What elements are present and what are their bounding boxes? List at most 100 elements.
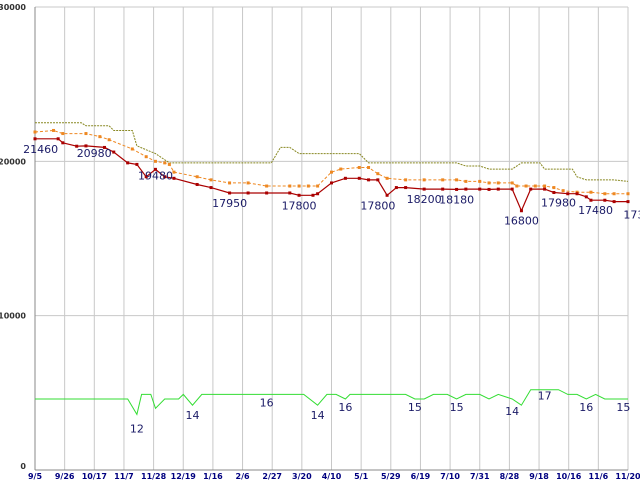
data-point-price [455,187,459,191]
x-tick-label: 2/6 [236,472,250,480]
data-label: 18200 [407,193,442,206]
y-tick-label: 20000 [0,157,26,166]
data-point-price [385,193,389,197]
data-point-avg [209,178,213,182]
data-point-price [422,187,426,191]
data-point-avg [288,184,292,188]
x-tick-label: 1/16 [203,472,223,480]
data-point-avg [172,170,176,174]
data-point-price [102,145,106,149]
x-tick-label: 6/19 [411,472,431,480]
data-point-price [56,137,60,141]
data-point-price [376,178,380,182]
data-point-avg [316,184,320,188]
data-label: 21460 [23,143,58,156]
data-label: 20980 [77,147,112,160]
data-point-avg [487,181,491,185]
x-tick-label: 9/26 [55,472,75,480]
data-point-price [404,186,408,190]
data-point-avg [153,159,157,163]
data-point-avg [167,162,171,166]
x-tick-label: 7/10 [440,472,460,480]
data-point-price [575,192,579,196]
data-point-price [33,137,37,141]
data-point-price [343,176,347,180]
data-point-avg [330,170,333,174]
data-point-price [135,162,139,166]
data-point-price [367,178,371,182]
data-point-avg [589,190,593,194]
data-point-price [464,187,468,191]
data-point-avg [61,132,65,136]
x-tick-label: 9/5 [28,472,42,480]
data-point-price [552,191,556,195]
x-tick-label: 5/29 [381,472,401,480]
x-axis-ticks: 9/5 9/26 10/17 11/7 11/28 12/19 1/16 2/6 2/27 3/2… [28,472,640,480]
x-tick-label: 10/16 [556,472,582,480]
data-point-price [566,192,570,196]
data-point-avg [376,172,380,176]
data-point-price [61,141,65,145]
data-point-price [246,191,250,195]
x-tick-label: 11/28 [141,472,167,480]
data-label-layer: 21460 20980 19480 17950 17800 17800 1820018180… [23,143,640,436]
x-tick-label: 11/6 [589,472,609,480]
data-point-price [487,187,491,191]
y-tick-label: 30000 [0,3,26,12]
data-point-price [172,176,176,180]
data-point-price [265,191,269,195]
y-tick-label: 0 [20,462,26,471]
data-label: 17800 [282,199,317,212]
data-point-price [357,176,361,180]
data-point-price [75,144,79,148]
x-tick-label: 12/19 [171,472,197,480]
data-point-price [297,193,301,197]
data-label: 17950 [212,197,247,210]
data-label: 16 [338,401,352,414]
data-point-avg [478,179,482,183]
data-point-avg [385,176,389,180]
data-point-avg [339,167,343,171]
data-point-price [496,187,500,191]
data-point-price [228,191,232,195]
series-line-high [35,122,629,182]
data-point-price [144,175,148,179]
data-point-price [603,198,607,202]
data-point-avg [84,132,88,136]
data-point-avg [107,138,111,142]
data-label: 12 [130,422,144,435]
data-point-price [543,187,547,191]
data-point-price [478,187,482,191]
data-point-price [394,186,398,190]
data-point-price [584,195,588,199]
data-point-avg [297,184,301,188]
data-label: 17 [538,390,552,403]
data-point-price [330,181,333,185]
x-tick-label: 5/1 [354,472,368,480]
data-point-price [589,198,593,202]
data-point-price [510,187,514,191]
series-line-count [35,389,628,416]
y-tick-label: 10000 [0,312,26,321]
x-tick-label: 9/18 [529,472,549,480]
data-point-price [112,150,116,154]
data-label: 17390 [623,209,640,222]
data-label: 16800 [504,215,539,228]
data-point-avg [455,178,459,182]
data-point-price [311,193,315,197]
data-point-avg [163,161,167,165]
data-point-avg [195,175,199,179]
data-point-avg [575,190,579,194]
data-label: 17980 [541,197,576,210]
data-point-avg [496,181,500,185]
data-label: 18180 [439,193,474,206]
data-point-avg [561,189,565,193]
data-label: 14 [186,409,200,422]
x-tick-label: 4/10 [322,472,342,480]
data-label: 16 [579,401,593,414]
data-point-price [153,167,157,171]
data-label: 17800 [360,199,395,212]
data-label: 19480 [138,169,173,182]
data-point-avg [552,186,556,190]
y-axis-ticks: 0 10000 20000 30000 [0,3,26,471]
